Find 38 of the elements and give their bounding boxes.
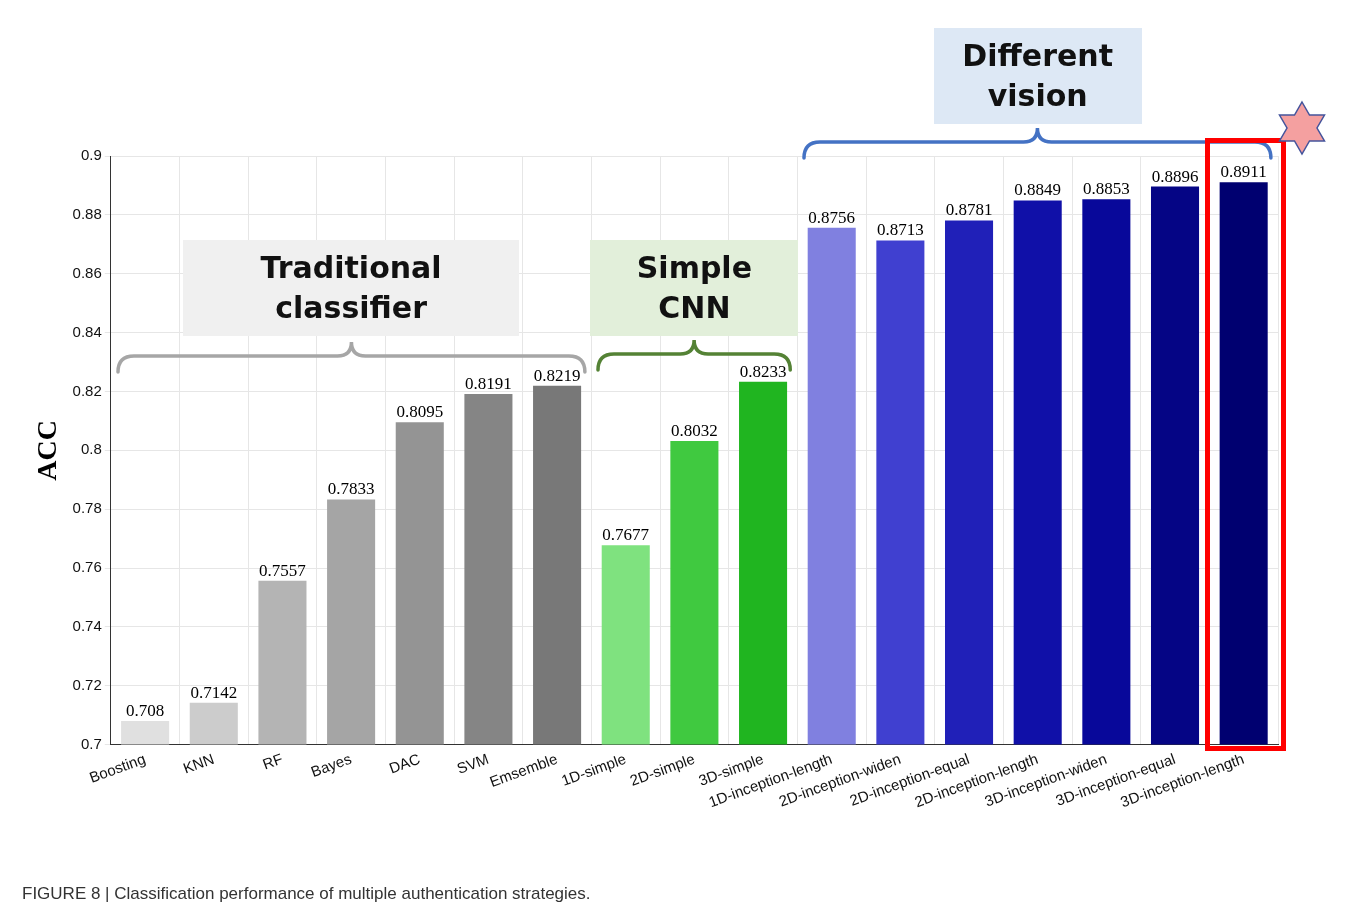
y-tick-label: 0.72 — [72, 675, 102, 693]
caption: FIGURE 8 | Classification performance of multiple authentication strategies. — [22, 884, 591, 903]
data-label: 0.7142 — [190, 682, 238, 702]
y-tick-label: 0.76 — [72, 558, 102, 576]
y-tick-label: 0.82 — [72, 381, 102, 399]
data-label: 0.8853 — [1082, 179, 1130, 199]
annotation: Traditional classifier — [259, 248, 443, 327]
x-tick-label: DAC — [386, 749, 423, 777]
data-label: 0.8095 — [396, 402, 444, 422]
y-tick-label: 0.74 — [72, 617, 102, 635]
y-tick-label: 0.8 — [80, 440, 102, 458]
y-axis-title: ACC — [31, 419, 63, 481]
data-label: 0.8756 — [808, 207, 856, 227]
y-tick-label: 0.9 — [80, 146, 102, 164]
y-tick-label: 0.7 — [80, 734, 102, 752]
data-label: 0.8233 — [739, 361, 787, 381]
y-tick-label: 0.84 — [72, 322, 102, 340]
data-label: 0.7677 — [602, 525, 650, 545]
y-tick-label: 0.88 — [72, 205, 102, 222]
x-tick-label: SVM — [454, 749, 491, 777]
text: Different vision — [961, 37, 1115, 116]
data-label: 0.8849 — [1014, 180, 1062, 200]
data-label: 0.7557 — [259, 560, 307, 580]
data-label: 0.8781 — [945, 200, 993, 220]
data-label: 0.8191 — [465, 374, 512, 394]
x-tick-label: RF — [260, 749, 285, 773]
data-label: 0.8032 — [671, 420, 718, 440]
y-tick-label: 0.86 — [72, 263, 102, 281]
data-label: 0.708 — [126, 701, 165, 721]
x-tick-label: Bayes — [308, 749, 354, 781]
y-tick-label: 0.78 — [72, 499, 102, 517]
data-label: 0.7833 — [327, 479, 375, 499]
data-label: 0.8713 — [877, 220, 924, 240]
data-label: 0.8896 — [1151, 166, 1199, 186]
x-tick-label: KNN — [180, 749, 217, 777]
annotation: Simple CNN — [635, 248, 753, 327]
data-label: 0.8219 — [533, 365, 581, 385]
data-label: 0.8911 — [1220, 162, 1267, 182]
